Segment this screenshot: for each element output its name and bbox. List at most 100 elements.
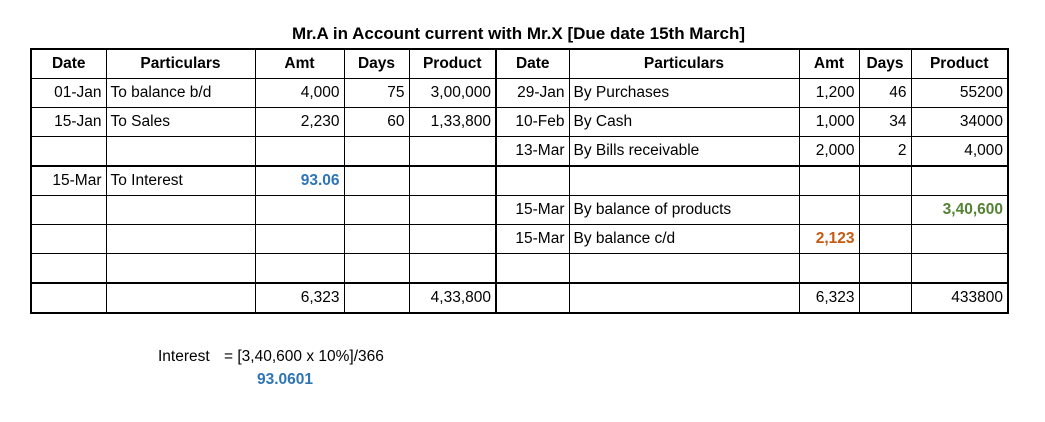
table-cell[interactable]	[568, 165, 800, 196]
header-cell[interactable]: Product	[408, 48, 497, 79]
table-cell[interactable]	[568, 282, 800, 314]
table-cell[interactable]: 29-Jan	[495, 78, 570, 108]
table-cell[interactable]	[495, 253, 570, 284]
table-cell[interactable]: 15-Mar	[495, 195, 570, 225]
table-cell[interactable]: 2,000	[798, 136, 860, 167]
table-cell[interactable]	[910, 224, 1009, 254]
table-cell[interactable]	[30, 253, 107, 284]
table-cell[interactable]	[858, 195, 912, 225]
table-cell[interactable]	[408, 253, 497, 284]
header-cell[interactable]: Date	[30, 48, 107, 79]
table-cell[interactable]	[858, 282, 912, 314]
table-cell[interactable]	[105, 224, 256, 254]
table-cell[interactable]: 15-Mar	[30, 165, 107, 196]
table-cell[interactable]	[568, 253, 800, 284]
table-cell[interactable]	[798, 165, 860, 196]
table-cell[interactable]: 55200	[910, 78, 1009, 108]
header-row: Date Particulars Amt Days Product Date Particu…	[30, 48, 1009, 79]
table-cell[interactable]	[254, 136, 345, 167]
table-cell[interactable]: 6,323	[798, 282, 860, 314]
table-cell[interactable]: 3,00,000	[408, 78, 497, 108]
table-cell[interactable]	[343, 224, 410, 254]
table-cell[interactable]: 60	[343, 107, 410, 137]
table-cell[interactable]: 6,323	[254, 282, 345, 314]
table-cell[interactable]	[30, 136, 107, 167]
table-cell[interactable]	[343, 195, 410, 225]
table-cell[interactable]	[858, 165, 912, 196]
table-cell[interactable]: To Interest	[105, 165, 256, 196]
table-cell[interactable]: By Purchases	[568, 78, 800, 108]
table-cell[interactable]: 1,33,800	[408, 107, 497, 137]
table-cell[interactable]: By Cash	[568, 107, 800, 137]
table-row: 15-Mar To Interest 93.06	[30, 165, 1009, 196]
table-cell[interactable]	[30, 282, 107, 314]
interest-result: 93.0601	[257, 371, 314, 388]
table-cell[interactable]	[105, 282, 256, 314]
table-cell[interactable]: 46	[858, 78, 912, 108]
table-cell[interactable]	[343, 165, 410, 196]
table-cell[interactable]: 4,000	[910, 136, 1009, 167]
header-cell[interactable]: Particulars	[568, 48, 800, 79]
table-cell[interactable]	[254, 253, 345, 284]
table-cell[interactable]: 15-Jan	[30, 107, 107, 137]
table-cell[interactable]: 34000	[910, 107, 1009, 137]
header-cell[interactable]: Amt	[254, 48, 345, 79]
table-cell[interactable]: 13-Mar	[495, 136, 570, 167]
table-cell[interactable]	[798, 195, 860, 225]
table-cell[interactable]	[105, 136, 256, 167]
table-cell[interactable]: 433800	[910, 282, 1009, 314]
interest-calculation: Interest = [3,40,600 x 10%]/366 93.0601	[158, 348, 1045, 389]
table-cell[interactable]: 75	[343, 78, 410, 108]
table-cell[interactable]	[408, 195, 497, 225]
table-cell[interactable]: 4,000	[254, 78, 345, 108]
header-cell[interactable]: Amt	[798, 48, 860, 79]
header-cell[interactable]: Product	[910, 48, 1009, 79]
table-cell[interactable]	[408, 165, 497, 196]
table-cell[interactable]: 2,230	[254, 107, 345, 137]
table-cell[interactable]: 10-Feb	[495, 107, 570, 137]
table-cell[interactable]	[495, 165, 570, 196]
header-cell[interactable]: Date	[495, 48, 570, 79]
table-cell[interactable]	[105, 195, 256, 225]
table-cell[interactable]: 01-Jan	[30, 78, 107, 108]
table-cell[interactable]: 3,40,600	[910, 195, 1009, 225]
table-cell[interactable]: 15-Mar	[495, 224, 570, 254]
table-cell[interactable]: 2	[858, 136, 912, 167]
table-cell[interactable]	[343, 253, 410, 284]
table-cell[interactable]	[343, 136, 410, 167]
table-cell[interactable]	[408, 136, 497, 167]
table-cell[interactable]: By Bills receivable	[568, 136, 800, 167]
table-cell[interactable]: To balance b/d	[105, 78, 256, 108]
table-cell[interactable]	[254, 224, 345, 254]
table-cell[interactable]	[495, 282, 570, 314]
table-cell[interactable]	[343, 282, 410, 314]
table-cell[interactable]	[858, 253, 912, 284]
table-cell[interactable]	[858, 224, 912, 254]
table-cell[interactable]	[30, 224, 107, 254]
interest-formula-line: Interest = [3,40,600 x 10%]/366	[158, 348, 1045, 366]
header-cell[interactable]: Particulars	[105, 48, 256, 79]
page-title: Mr.A in Account current with Mr.X [Due d…	[291, 24, 746, 43]
table-row: 15-Mar By balance c/d 2,123	[30, 224, 1009, 254]
table-row: 13-Mar By Bills receivable 2,000 2 4,000	[30, 136, 1009, 167]
table-cell[interactable]	[30, 195, 107, 225]
header-cell[interactable]: Days	[858, 48, 912, 79]
table-cell[interactable]: 2,123	[798, 224, 860, 254]
table-cell[interactable]: 1,000	[798, 107, 860, 137]
table-cell[interactable]: By balance of products	[568, 195, 800, 225]
table-cell[interactable]	[910, 253, 1009, 284]
table-cell[interactable]	[254, 195, 345, 225]
table-cell[interactable]	[910, 165, 1009, 196]
table-cell[interactable]: By balance c/d	[568, 224, 800, 254]
table-cell[interactable]	[408, 224, 497, 254]
header-cell[interactable]: Days	[343, 48, 410, 79]
table-cell[interactable]: To Sales	[105, 107, 256, 137]
table-cell[interactable]: 4,33,800	[408, 282, 497, 314]
table-cell[interactable]: 93.06	[254, 165, 345, 196]
table-cell[interactable]	[798, 253, 860, 284]
table-row	[30, 253, 1009, 284]
table-cell[interactable]: 34	[858, 107, 912, 137]
table-cell[interactable]	[105, 253, 256, 284]
table-cell[interactable]: 1,200	[798, 78, 860, 108]
